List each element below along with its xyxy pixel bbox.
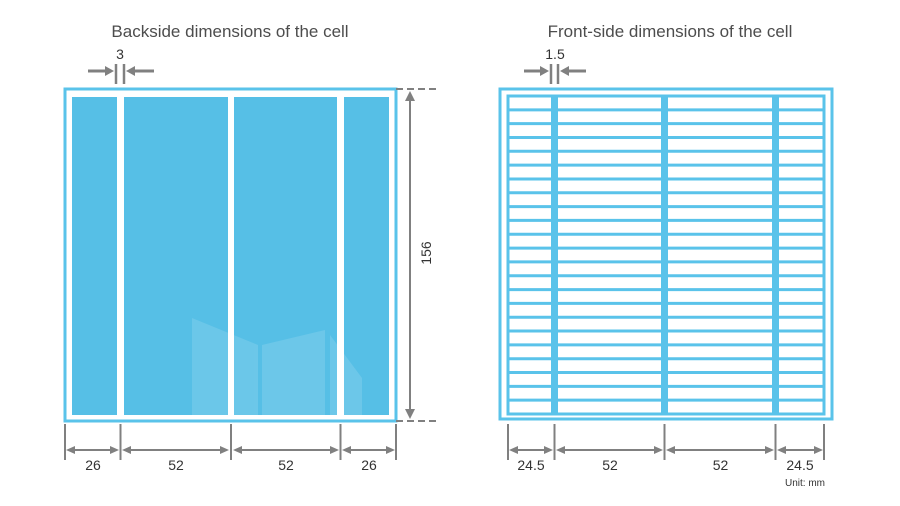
front-cell-frame — [498, 87, 834, 421]
front-width-label-1: 24.5 — [517, 457, 545, 473]
front-busbar-1 — [551, 96, 558, 414]
watermark-logo — [192, 318, 362, 415]
back-width-label-3: 52 — [278, 457, 294, 473]
front-cell — [498, 87, 834, 421]
back-width-label-4: 26 — [361, 457, 377, 473]
back-panel-3 — [234, 97, 337, 415]
back-panel-1 — [72, 97, 117, 415]
back-cell — [63, 87, 398, 423]
front-busbar-dimension — [524, 64, 586, 84]
back-height-label: 156 — [418, 241, 434, 265]
back-width-label-1: 26 — [85, 457, 101, 473]
front-busbar-2 — [661, 96, 668, 414]
back-panel-4 — [344, 97, 389, 415]
front-busbar-label: 1.5 — [545, 46, 565, 62]
back-gap-dimension — [88, 64, 154, 84]
front-width-label-2: 52 — [602, 457, 618, 473]
back-width-label-2: 52 — [168, 457, 184, 473]
back-title: Backside dimensions of the cell — [111, 22, 349, 41]
front-width-label-3: 52 — [712, 457, 729, 473]
back-height-dimension — [396, 88, 436, 422]
front-title: Front-side dimensions of the cell — [547, 22, 793, 41]
front-busbar-3 — [772, 96, 779, 414]
back-width-dimension — [64, 424, 397, 460]
front-width-dimension — [507, 424, 825, 460]
front-width-label-4: 24.5 — [786, 457, 814, 473]
unit-label: Unit: mm — [785, 478, 825, 489]
back-cell-frame — [63, 87, 398, 423]
back-panel-2 — [124, 97, 228, 415]
back-gap-label: 3 — [116, 46, 124, 62]
